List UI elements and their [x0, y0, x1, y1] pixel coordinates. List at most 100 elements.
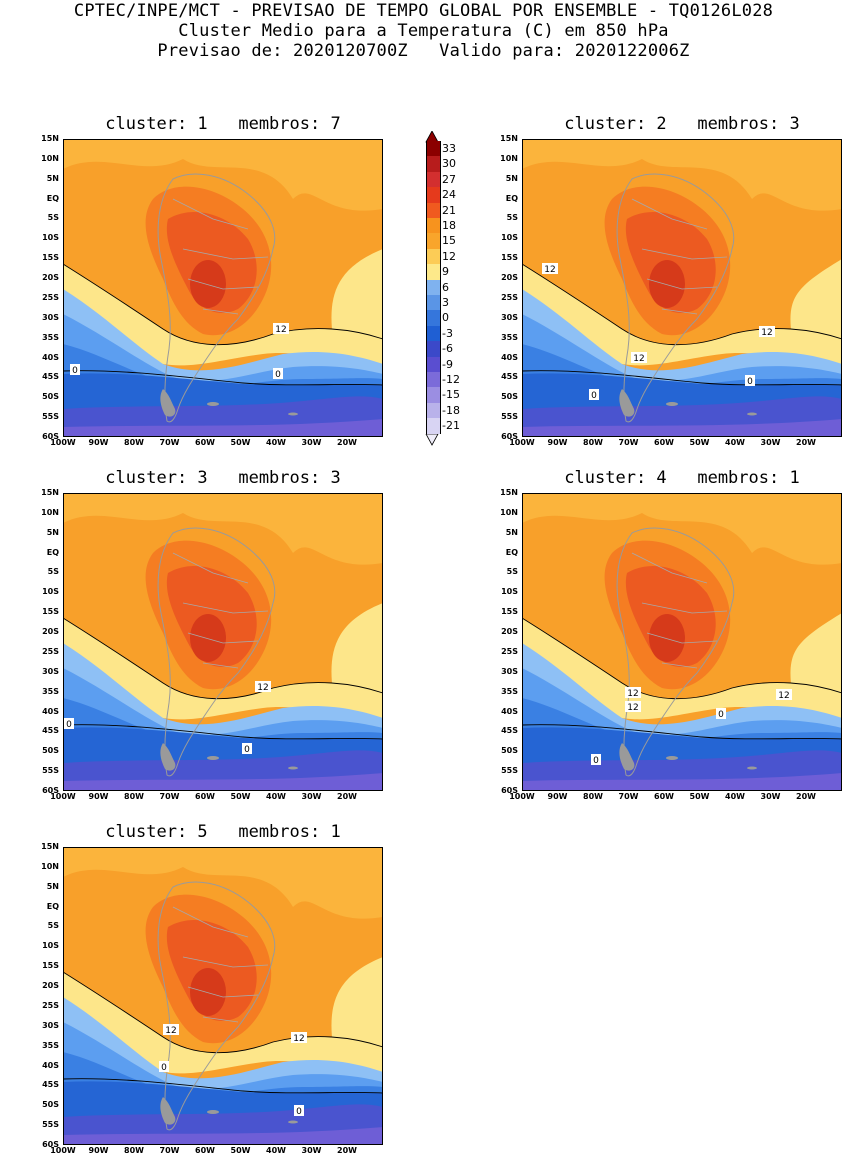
latitude-tick-label: 5S	[47, 921, 59, 931]
colorbar-label: 12	[442, 249, 456, 263]
contour-label-text: 0	[718, 710, 724, 720]
country-borders	[631, 198, 728, 315]
contour-12	[63, 971, 383, 1054]
latitude-tick-label: 60S	[42, 786, 59, 795]
contour-12	[522, 263, 842, 346]
longitude-tick-label: 50W	[230, 792, 251, 801]
latitude-tick-label: 60S	[42, 432, 59, 441]
longitude-tick-label: 80W	[124, 438, 144, 447]
latitude-tick-label: 5S	[47, 213, 59, 223]
colorbar-label: 15	[442, 234, 456, 248]
colorbar-swatch	[426, 295, 441, 311]
band-minus9	[63, 419, 383, 437]
longitude-tick-label: 70W	[618, 792, 639, 801]
latitude-tick-label: 20S	[501, 273, 518, 283]
longitude-tick-label: 90W	[547, 792, 568, 801]
band-9-12	[790, 613, 842, 693]
band-9-12b	[522, 264, 842, 366]
latitude-tick-label: EQ	[505, 193, 518, 203]
band-9-12	[331, 957, 383, 1047]
colorbar-swatch	[426, 233, 441, 249]
falkland-islands	[207, 756, 219, 760]
contour-label-bg	[776, 689, 792, 700]
south-georgia	[288, 766, 298, 770]
band-mild	[63, 847, 383, 919]
contour-label: 12	[291, 1032, 307, 1044]
contour-label-text: 0	[275, 370, 281, 380]
contour-0	[63, 1078, 383, 1094]
band-mild	[63, 139, 383, 211]
latitude-tick-label: 40S	[42, 352, 59, 362]
contour-label: 12	[776, 689, 792, 701]
longitude-tick-label: 70W	[618, 438, 639, 447]
contour-label-bg	[273, 323, 289, 334]
latitude-tick-label: 20S	[501, 627, 518, 637]
longitude-tick-label: 100W	[50, 1146, 76, 1155]
contour-label: 0	[589, 389, 599, 401]
contour-label-bg	[163, 1024, 179, 1035]
latitude-tick-label: 40S	[42, 706, 59, 716]
contour-label: 0	[159, 1061, 169, 1073]
south-america-outline	[616, 173, 735, 423]
latitude-tick-label: 5N	[46, 881, 59, 891]
colorbar-label: 27	[442, 172, 456, 186]
colorbar-label: 30	[442, 157, 456, 171]
panel-title: cluster: 3 membros: 3	[105, 468, 341, 488]
latitude-tick-label: 15S	[501, 253, 518, 263]
hottest-core	[649, 260, 685, 308]
patagonia-landmass	[160, 389, 176, 417]
contour-label-bg	[716, 708, 726, 719]
contour-12	[522, 617, 842, 700]
contour-label-bg	[294, 1105, 304, 1116]
contour-label-text: 12	[257, 683, 268, 693]
latitude-tick-label: 15N	[500, 134, 518, 143]
latitude-tick-label: 30S	[501, 666, 518, 676]
colorbar-label: -18	[442, 403, 460, 417]
band-9-12b	[63, 618, 383, 720]
colorbar-swatch	[426, 156, 441, 172]
latitude-tick-label: 40S	[501, 706, 518, 716]
band-minus9	[63, 1127, 383, 1145]
latitude-tick-label: 20S	[42, 627, 59, 637]
contour-label-bg	[589, 389, 599, 400]
colorbar-label: 6	[442, 280, 449, 294]
longitude-tick-label: 100W	[509, 792, 535, 801]
south-georgia	[747, 766, 757, 770]
contour-label: 12	[255, 681, 271, 693]
contour-label: 0	[716, 708, 726, 720]
longitude-tick-label: 50W	[689, 792, 710, 801]
latitude-tick-label: 25S	[501, 292, 518, 302]
latitude-tick-label: 25S	[42, 1000, 59, 1010]
patagonia-landmass	[160, 743, 176, 771]
longitude-tick-label: 40W	[266, 792, 286, 801]
colorbar-swatch	[426, 402, 441, 419]
latitude-tick-label: 25S	[42, 646, 59, 656]
contour-label-bg	[291, 1032, 307, 1043]
contour-label-bg	[70, 364, 80, 375]
contour-label-text: 12	[778, 691, 789, 701]
hottest-core	[649, 614, 685, 662]
latitude-tick-label: 10N	[41, 861, 59, 871]
colorbar-swatch	[426, 141, 441, 157]
contour-0	[522, 370, 842, 386]
band-9-12	[331, 249, 383, 339]
colorbar-label: 3	[442, 296, 449, 309]
latitude-tick-label: 30S	[42, 666, 59, 676]
latitude-tick-label: 5N	[505, 173, 518, 183]
latitude-tick-label: 5S	[506, 213, 518, 223]
longitude-tick-label: 90W	[88, 1146, 109, 1155]
band-minus9	[63, 773, 383, 791]
longitude-tick-label: 60W	[654, 438, 674, 447]
longitude-tick-label: 20W	[337, 438, 357, 447]
south-georgia	[288, 1120, 298, 1124]
falkland-islands	[207, 402, 219, 406]
colorbar-label: 9	[442, 265, 449, 279]
panel-title: cluster: 5 membros: 1	[105, 822, 341, 842]
latitude-tick-label: 50S	[42, 746, 59, 756]
latitude-tick-label: 30S	[42, 312, 59, 322]
colorbar-swatch	[426, 279, 441, 295]
longitude-tick-label: 100W	[50, 792, 76, 801]
contour-label: 12	[273, 323, 289, 335]
south-georgia	[747, 412, 757, 416]
latitude-tick-label: 15S	[42, 253, 59, 263]
